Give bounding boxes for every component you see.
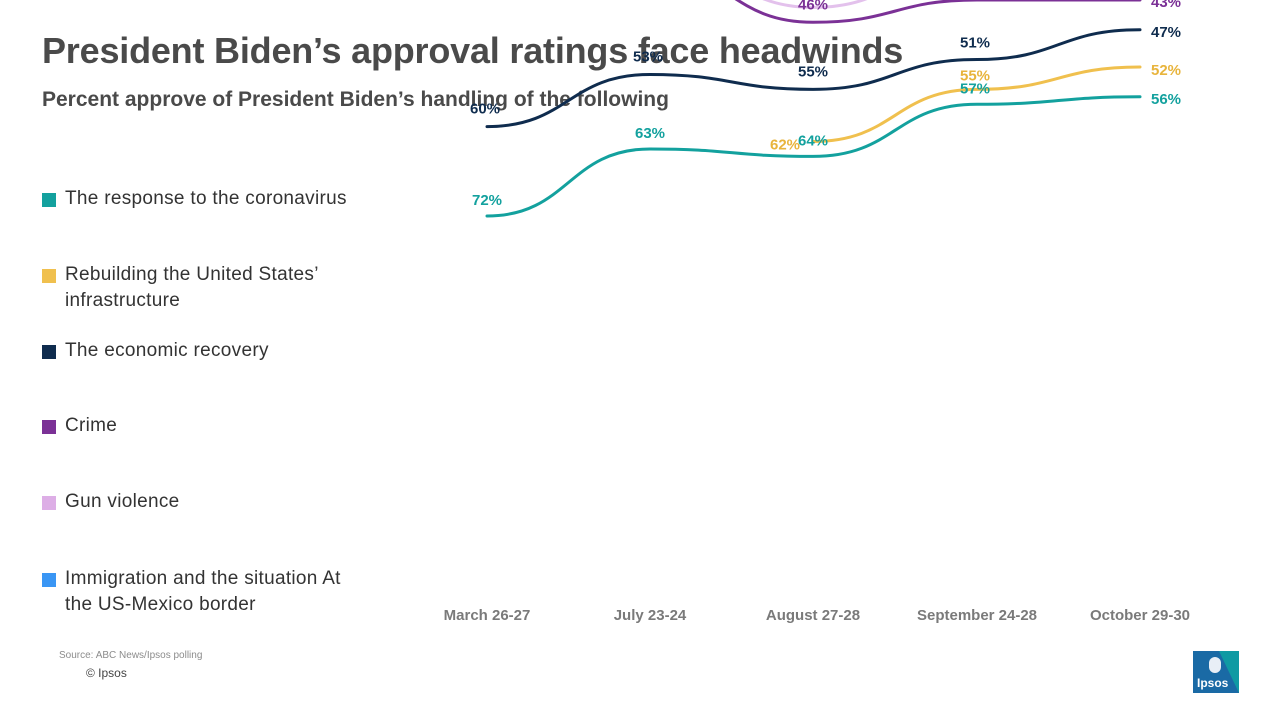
- data-label-the-response-to-the-coro-1: 63%: [635, 125, 665, 142]
- data-label-the-economic-recovery-2: 55%: [798, 63, 828, 80]
- chart-title: President Biden’s approval ratings face …: [42, 30, 904, 71]
- x-tick-label-march-26-27: March 26-27: [444, 607, 531, 624]
- legend-label-immigration: Immigration and the situation At the US-…: [65, 568, 341, 615]
- logo-mark-icon: [1209, 657, 1221, 673]
- series-lines: [485, 0, 1142, 218]
- legend-swatch-immigration: [42, 573, 56, 587]
- copyright-note: © Ipsos: [86, 666, 127, 680]
- data-label-the-response-to-the-coro-3: 57%: [960, 80, 990, 97]
- data-label-rebuilding-the-united-st-3: 55%: [960, 67, 990, 84]
- legend-swatch-gun-violence: [42, 496, 56, 510]
- legend-item-crime: Crime: [42, 413, 382, 439]
- series-line-the-economic-recovery: [485, 28, 1142, 129]
- legend-swatch-economic-recovery: [42, 345, 56, 359]
- legend-item-infrastructure: Rebuilding the United States’ infrastruc…: [42, 262, 382, 314]
- legend-item-coronavirus: The response to the coronavirus: [42, 186, 382, 212]
- legend-item-economic-recovery: The economic recovery: [42, 338, 382, 364]
- data-label-the-economic-recovery-0: 60%: [470, 101, 500, 118]
- data-label-the-economic-recovery-4: 47%: [1151, 24, 1181, 41]
- series-line-rebuilding-the-united-states-infrastruct: [811, 65, 1142, 143]
- x-axis-tick-labels: March 26-27 July 23-24 August 27-28 Septemb…: [444, 607, 1190, 624]
- x-tick-label-september-24-28: September 24-28: [917, 607, 1037, 624]
- legend-swatch-crime: [42, 420, 56, 434]
- data-label-the-economic-recovery-3: 51%: [960, 35, 990, 52]
- logo-text: Ipsos: [1197, 676, 1229, 690]
- data-label-rebuilding-the-united-st-2: 62%: [770, 137, 800, 154]
- series-line-gun-violence: [762, 0, 868, 9]
- legend-item-gun-violence: Gun violence: [42, 489, 382, 515]
- legend-label-economic-recovery: The economic recovery: [65, 340, 269, 361]
- data-label-crime-4: 43%: [1151, 0, 1181, 11]
- legend: The response to the coronavirus Rebuildi…: [42, 0, 382, 720]
- legend-swatch-infrastructure: [42, 269, 56, 283]
- x-tick-label-october-29-30: October 29-30: [1090, 607, 1190, 624]
- series-line-the-response-to-the-coronavirus: [485, 95, 1142, 218]
- legend-label-coronavirus: The response to the coronavirus: [65, 188, 347, 209]
- ipsos-logo: Ipsos: [1193, 651, 1239, 693]
- legend-label-crime: Crime: [65, 415, 118, 436]
- legend-label-gun-violence: Gun violence: [65, 491, 180, 512]
- chart-subtitle: Percent approve of President Biden’s han…: [42, 88, 669, 111]
- legend-item-immigration: Immigration and the situation At the US-…: [42, 566, 382, 618]
- data-label-the-economic-recovery-1: 53%: [633, 48, 663, 65]
- data-label-crime-2: 46%: [798, 0, 828, 13]
- x-tick-label-august-27-28: August 27-28: [766, 607, 860, 624]
- logo-wedge-shape: [1219, 651, 1239, 693]
- source-note: Source: ABC News/Ipsos polling: [59, 650, 203, 661]
- legend-swatch-coronavirus: [42, 193, 56, 207]
- series-line-crime: [734, 0, 1142, 24]
- legend-label-infrastructure: Rebuilding the United States’ infrastruc…: [65, 264, 319, 311]
- data-label-rebuilding-the-united-st-4: 52%: [1151, 62, 1181, 79]
- data-label-the-response-to-the-coro-2: 64%: [798, 132, 828, 149]
- data-label-the-response-to-the-coro-0: 72%: [472, 192, 502, 209]
- data-label-the-response-to-the-coro-4: 56%: [1151, 91, 1181, 108]
- data-labels: 72%63%64%57%56%62%55%52%60%53%55%51%47%3…: [470, 0, 1181, 209]
- x-tick-label-july-23-24: July 23-24: [614, 607, 687, 624]
